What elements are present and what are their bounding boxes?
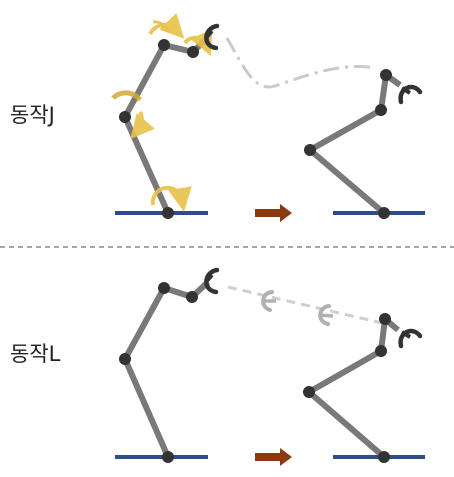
trajectory-path-l [227, 285, 383, 325]
trajectory-path-j [225, 37, 376, 89]
motion-j-label: 동작J [10, 103, 55, 127]
rotation-arrow-icon [183, 29, 213, 57]
panel-l [115, 267, 425, 466]
robot-arm-start-j [111, 13, 220, 219]
rotation-arrow-icon [130, 111, 155, 140]
rotation-arrow-icon [152, 20, 170, 33]
rotation-arrow-icon [111, 90, 142, 102]
gripper-icon [398, 328, 423, 349]
robot-arm-end-l [303, 313, 423, 463]
rotation-arrow-icon [150, 185, 192, 212]
robot-arm-start-l [119, 267, 220, 463]
transition-arrow-icon [255, 204, 292, 222]
gripper-icon [398, 84, 423, 105]
motion-l-label: 동작L [10, 342, 61, 366]
transition-arrow-icon [255, 448, 292, 466]
robot-arm-end-j [304, 69, 423, 219]
panel-j [111, 13, 425, 222]
